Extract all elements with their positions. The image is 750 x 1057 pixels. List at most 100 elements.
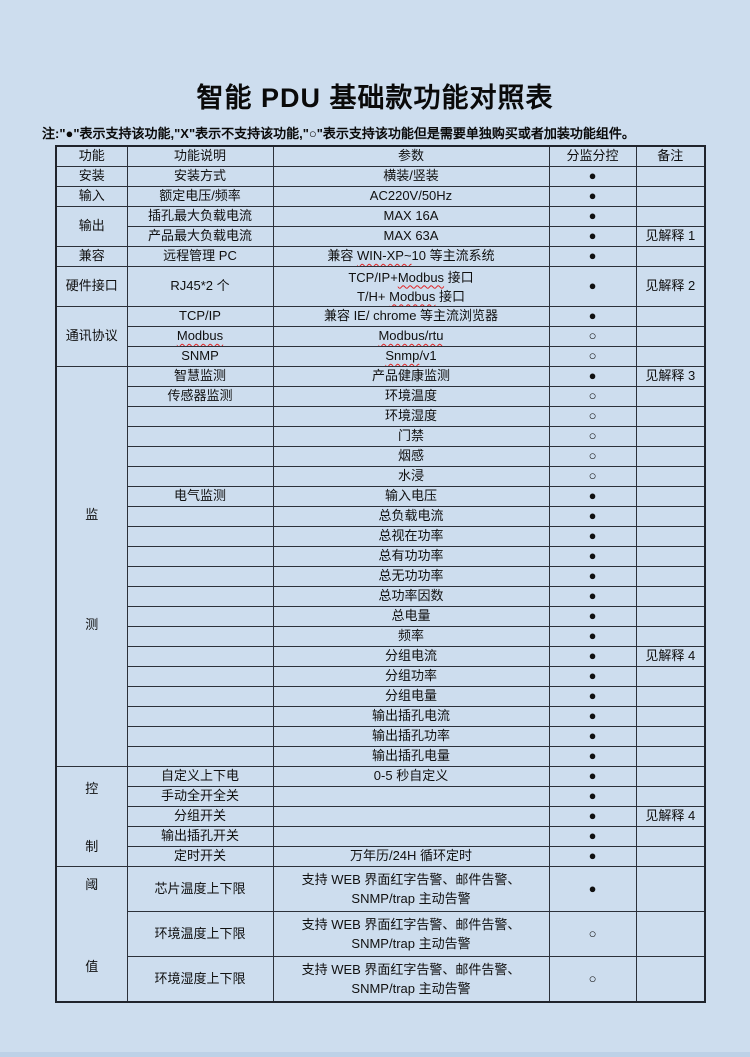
status-cell: ● [548,506,637,527]
parameter-text-spellcheck: Modbus/rtu [378,328,444,344]
description-cell [126,466,274,487]
parameter-cell: MAX 63A [272,226,550,247]
parameter-cell: 环境温度 [272,386,550,407]
description-cell [126,406,274,427]
description-cell: RJ45*2 个 [126,266,274,307]
status-cell: ● [548,266,637,307]
parameter-cell: TCP/IP+Modbus 接口 T/H+ Modbus 接口 [272,266,550,307]
status-cell: ● [548,686,637,707]
parameter-text-spellcheck: Modbus [389,288,436,304]
table-row: 输出插孔电流 ● [56,706,706,727]
remark-cell [635,326,706,347]
table-row: 安装 安装方式 横装/竖装 ● [55,166,706,187]
status-cell: ○ [548,386,637,407]
col-header-parameter: 参数 [272,145,550,167]
description-cell [126,746,274,767]
parameter-cell: 支持 WEB 界面红字告警、邮件告警、 SNMP/trap 主动告警 [272,956,550,1003]
remark-cell [635,206,706,227]
function-char: 监 [85,507,99,522]
remark-cell: 见解释 3 [635,366,706,387]
table-row: 分组电流 ● 见解释 4 [56,646,706,667]
function-cell-hardware: 硬件接口 [55,266,128,307]
parameter-cell: 分组电流 [272,646,550,667]
parameter-cell: 水浸 [272,466,550,487]
parameter-cell: 总无功功率 [272,566,550,587]
parameter-line-2: SNMP/trap 主动告警 [351,936,471,951]
col-header-remark: 备注 [635,145,706,167]
table-row: 手动全开全关 ● [56,786,706,807]
table-row: 总无功功率 ● [56,566,706,587]
function-cell-output: 输出 [55,206,128,247]
table-row: SNMP Snmp/v1 ○ [56,346,706,367]
table-row: 通讯协议 TCP/IP 兼容 IE/ chrome 等主流浏览器 ● [55,306,706,367]
description-cell: Modbus [126,326,274,347]
remark-cell [635,426,706,447]
table-row: 输出插孔功率 ● [56,726,706,747]
parameter-cell [272,806,550,827]
description-cell [126,666,274,687]
function-cell-protocol: 通讯协议 [55,306,128,367]
remark-cell [635,166,706,187]
table-header-row: 功能 功能说明 参数 分监分控 备注 [55,145,706,167]
status-cell: ○ [548,406,637,427]
parameter-cell: 分组电量 [272,686,550,707]
table-row: 环境湿度 ○ [56,406,706,427]
description-cell [126,686,274,707]
description-cell: 电气监测 [126,486,274,507]
parameter-cell: 分组功率 [272,666,550,687]
status-cell: ● [548,586,637,607]
table-row: 总视在功率 ● [56,526,706,547]
description-cell: 自定义上下电 [126,766,274,787]
description-cell: 远程管理 PC [126,246,274,267]
description-cell: 插孔最大负载电流 [126,206,274,227]
status-cell: ● [548,206,637,227]
remark-cell [635,786,706,807]
remark-cell [635,666,706,687]
parameter-text-spellcheck: Modbus [397,269,445,285]
remark-cell [635,306,706,327]
description-cell [126,726,274,747]
parameter-cell: 总有功功率 [272,546,550,567]
table-row: 兼容 远程管理 PC 兼容 WIN-XP~10 等主流系统 ● [55,246,706,267]
parameter-cell: MAX 16A [272,206,550,227]
function-cell-threshold: 阈 值 [55,866,128,1003]
status-cell: ● [548,846,637,867]
status-cell: ● [548,626,637,647]
status-cell: ○ [548,326,637,347]
parameter-cell: 产品健康监测 [272,366,550,387]
description-cell: SNMP [126,346,274,367]
description-cell: 定时开关 [126,846,274,867]
parameter-cell: 总负载电流 [272,506,550,527]
function-char: 值 [85,959,99,974]
status-cell: ● [548,806,637,827]
remark-cell [635,726,706,747]
description-cell [126,646,274,667]
parameter-text: 10 等主流系统 [411,248,495,264]
legend-note: 注:"●"表示支持该功能,"X"表示不支持该功能,"○"表示支持该功能但是需要单… [42,126,635,141]
status-cell: ● [548,186,637,207]
remark-cell [635,686,706,707]
parameter-line-2: SNMP/trap 主动告警 [351,891,471,906]
status-cell: ● [548,606,637,627]
remark-cell [635,706,706,727]
description-cell: 芯片温度上下限 [126,866,274,912]
remark-cell [635,766,706,787]
parameter-cell: 输出插孔电量 [272,746,550,767]
remark-cell [635,526,706,547]
description-cell: 智慧监测 [126,366,274,387]
parameter-text-spellcheck: WIN-XP~ [357,248,412,264]
description-cell [126,506,274,527]
description-cell: 环境湿度上下限 [126,956,274,1003]
remark-cell [635,846,706,867]
col-header-function: 功能 [55,145,128,167]
status-cell: ● [548,866,637,912]
table-row: 总功率因数 ● [56,586,706,607]
remark-cell [635,746,706,767]
status-cell: ○ [548,466,637,487]
remark-cell [635,866,706,912]
status-cell: ● [548,546,637,567]
table-row: 分组电量 ● [56,686,706,707]
description-cell [126,526,274,547]
parameter-cell [272,826,550,847]
remark-cell [635,386,706,407]
